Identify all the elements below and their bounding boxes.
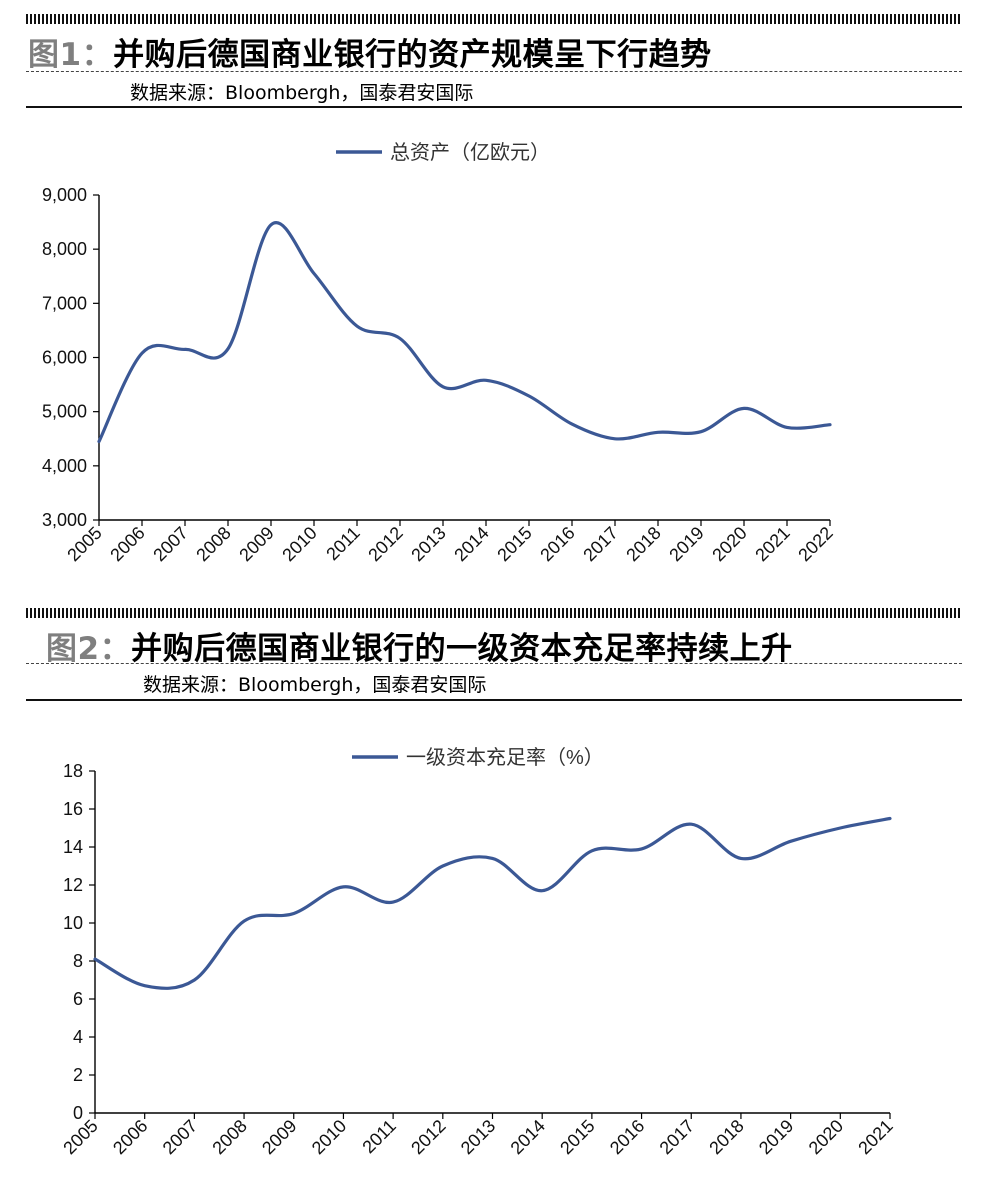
y-tick-label: 8,000 — [42, 239, 87, 259]
x-tick-label: 2015 — [556, 1116, 598, 1158]
x-tick-label: 2008 — [192, 523, 234, 565]
x-tick-label: 2005 — [59, 1116, 101, 1158]
x-tick-label: 2010 — [278, 523, 320, 565]
figure-2-title-text: 并购后德国商业银行的一级资本充足率持续上升 — [131, 631, 793, 667]
x-tick-label: 2019 — [665, 523, 707, 565]
figure-2-title: 图2：并购后德国商业银行的一级资本充足率持续上升 — [46, 623, 793, 668]
x-tick-label: 2012 — [364, 523, 406, 565]
x-tick-label: 2007 — [149, 523, 191, 565]
figure-2-number: 图2： — [46, 631, 132, 667]
y-tick-label: 6,000 — [42, 348, 87, 368]
x-tick-label: 2020 — [805, 1116, 847, 1158]
x-tick-label: 2013 — [407, 523, 449, 565]
divider-solid — [26, 699, 962, 701]
x-tick-label: 2013 — [457, 1116, 499, 1158]
x-tick-label: 2012 — [407, 1116, 449, 1158]
x-tick-label: 2022 — [794, 523, 836, 565]
divider-solid — [26, 106, 962, 108]
y-tick-label: 14 — [63, 837, 83, 857]
figure-2-source: 数据来源：Bloombergh，国泰君安国际 — [143, 674, 487, 696]
y-tick-label: 5,000 — [42, 402, 87, 422]
y-tick-label: 0 — [73, 1103, 83, 1123]
y-tick-label: 8 — [73, 951, 83, 971]
series-line — [93, 816, 892, 990]
x-tick-label: 2021 — [854, 1116, 896, 1158]
divider-dashed — [26, 663, 962, 664]
x-tick-label: 2017 — [579, 523, 621, 565]
figure-1-title: 图1：并购后德国商业银行的资产规模呈下行趋势 — [28, 29, 712, 74]
x-tick-label: 2011 — [358, 1116, 400, 1158]
series-line — [97, 221, 832, 444]
x-tick-label: 2014 — [507, 1116, 549, 1158]
x-tick-label: 2006 — [109, 1116, 151, 1158]
x-tick-label: 2021 — [751, 523, 793, 565]
x-tick-label: 2009 — [235, 523, 277, 565]
x-tick-label: 2016 — [536, 523, 578, 565]
x-tick-label: 2007 — [159, 1116, 201, 1158]
y-tick-label: 9,000 — [42, 185, 87, 205]
x-tick-label: 2011 — [322, 523, 364, 565]
y-tick-label: 10 — [63, 913, 83, 933]
y-tick-label: 4,000 — [42, 456, 87, 476]
x-tick-label: 2010 — [308, 1116, 350, 1158]
x-tick-label: 2006 — [106, 523, 148, 565]
legend-label: 一级资本充足率（%） — [406, 746, 604, 769]
x-tick-label: 2017 — [656, 1116, 698, 1158]
y-tick-label: 18 — [63, 761, 83, 781]
x-tick-label: 2019 — [755, 1116, 797, 1158]
figure-1-source: 数据来源：Bloombergh，国泰君安国际 — [130, 82, 474, 104]
x-tick-label: 2014 — [450, 523, 492, 565]
x-tick-label: 2020 — [708, 523, 750, 565]
x-tick-label: 2018 — [622, 523, 664, 565]
hatch-bar-top — [26, 14, 962, 24]
y-tick-label: 3,000 — [42, 510, 87, 530]
chart-total-assets: 总资产（亿欧元） 3,000 4,000 5,000 6,000 7,000 8,000 9,… — [42, 141, 837, 565]
x-tick-label: 2015 — [493, 523, 535, 565]
x-tick-label: 2018 — [705, 1116, 747, 1158]
y-tick-label: 2 — [73, 1065, 83, 1085]
y-tick-label: 12 — [63, 875, 83, 895]
figure-1-number: 图1： — [28, 37, 114, 73]
hatch-bar-top — [26, 608, 962, 618]
figure-1-title-text: 并购后德国商业银行的资产规模呈下行趋势 — [113, 37, 712, 73]
x-tick-label: 2008 — [208, 1116, 250, 1158]
y-tick-label: 16 — [63, 799, 83, 819]
x-tick-label: 2016 — [606, 1116, 648, 1158]
y-tick-label: 4 — [73, 1027, 83, 1047]
y-tick-label: 7,000 — [42, 293, 87, 313]
legend-label: 总资产（亿欧元） — [390, 141, 550, 164]
y-tick-label: 6 — [73, 989, 83, 1009]
divider-dashed — [26, 71, 962, 72]
x-tick-label: 2009 — [258, 1116, 300, 1158]
